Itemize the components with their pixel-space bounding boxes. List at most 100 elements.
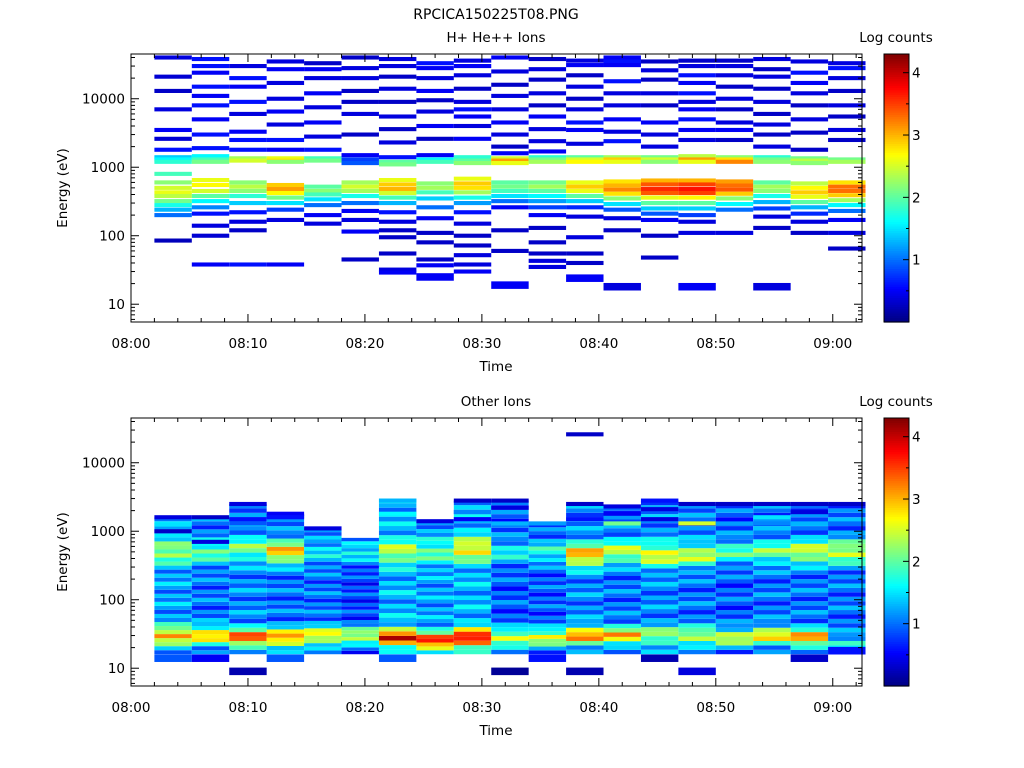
time-column (753, 56, 791, 291)
heatmap-cell (603, 91, 641, 96)
time-column (528, 56, 567, 270)
heatmap-cell (378, 571, 417, 577)
heatmap-cell (753, 503, 791, 509)
heatmap-cell (416, 205, 454, 210)
heatmap-cell (753, 184, 791, 189)
heatmap-cell (304, 572, 342, 577)
heatmap-cell (378, 617, 417, 623)
heatmap-cell (678, 543, 716, 549)
heatmap-cell (603, 228, 641, 233)
heatmap-cell (453, 595, 492, 601)
heatmap-cell (715, 530, 754, 535)
colorbar-swatch (884, 587, 909, 591)
colorbar-swatch (884, 589, 909, 593)
heatmap-cell (453, 545, 492, 551)
x-tick-label: 08:00 (112, 700, 151, 716)
colorbar-swatch (884, 315, 909, 319)
time-column (566, 432, 604, 676)
heatmap-cell (753, 193, 791, 199)
colorbar-swatch (884, 161, 909, 165)
colorbar-swatch (884, 467, 909, 470)
heatmap-cell (491, 93, 529, 98)
heatmap-cell (378, 654, 417, 662)
heatmap-cell (528, 534, 567, 539)
heatmap-cell (828, 640, 866, 646)
colorbar-swatch (884, 181, 909, 185)
y-tick-label: 10000 (82, 92, 125, 108)
time-column (229, 64, 267, 267)
heatmap-cell (229, 627, 267, 633)
heatmap-cell (678, 649, 716, 655)
time-column (828, 501, 866, 655)
colorbar-swatch (884, 672, 909, 676)
heatmap-cell (378, 548, 417, 554)
heatmap-cell (528, 258, 567, 263)
colorbar-swatch (884, 225, 909, 229)
heatmap-cell (154, 525, 192, 530)
heatmap-cell (378, 155, 417, 160)
heatmap-cells (154, 432, 866, 676)
heatmap-cell (790, 587, 829, 593)
heatmap-cell (191, 515, 230, 520)
colorbar-swatch (884, 460, 909, 464)
heatmap-cell (790, 627, 829, 633)
heatmap-cell (678, 534, 716, 540)
heatmap-cell (341, 633, 379, 638)
heatmap-cell (341, 561, 379, 566)
heatmap-cell (715, 605, 754, 611)
heatmap-cell (266, 583, 305, 589)
heatmap-cell (191, 193, 230, 199)
heatmap-cell (491, 595, 529, 601)
heatmap-cell (640, 211, 679, 216)
heatmap-cell (154, 626, 192, 631)
heatmap-cell (229, 512, 267, 518)
heatmap-cell (416, 196, 454, 201)
colorbar-swatch (884, 208, 909, 211)
heatmap-cell (191, 654, 230, 662)
colorbar-swatch (884, 125, 909, 129)
colorbar-swatch (884, 246, 909, 249)
heatmap-cell (566, 570, 604, 575)
heatmap-cell (753, 561, 791, 566)
heatmap-cell (266, 538, 305, 543)
heatmap-cell (341, 161, 379, 166)
heatmap-cell (416, 536, 454, 541)
heatmap-cell (304, 134, 342, 139)
heatmap-cell (416, 599, 454, 604)
heatmap-cell (790, 654, 829, 662)
heatmap-cell (378, 177, 417, 183)
heatmap-cell (640, 541, 679, 546)
heatmap-cell (416, 123, 454, 129)
heatmap-cell (753, 543, 791, 549)
heatmap-cell (640, 182, 679, 187)
colorbar-swatch (884, 232, 909, 236)
heatmap-cell (678, 206, 716, 211)
colorbar-swatch (884, 529, 909, 533)
heatmap-cell (715, 583, 754, 588)
heatmap-cell (378, 140, 417, 145)
heatmap-cell (640, 68, 679, 73)
colorbar-swatch (884, 263, 909, 267)
heatmap-cell (828, 503, 866, 509)
heatmap-cell (603, 558, 641, 563)
heatmap-cell (378, 267, 417, 272)
heatmap-cell (790, 614, 829, 619)
heatmap-cell (266, 641, 305, 646)
heatmap-cell (378, 599, 417, 604)
heatmap-cell (229, 193, 267, 199)
heatmap-cell (678, 557, 716, 562)
heatmap-cell (341, 200, 379, 206)
colorbar-swatch (884, 453, 909, 457)
heatmap-cell (154, 569, 192, 574)
heatmap-cell (453, 600, 492, 605)
heatmap-cell (229, 262, 267, 267)
colorbar-swatch (884, 431, 909, 435)
colorbar-label: Log counts (859, 394, 933, 410)
heatmap-cell (528, 521, 567, 526)
colorbar-swatch (884, 422, 909, 426)
heatmap-cell (715, 539, 754, 544)
colorbar-swatch (884, 563, 909, 566)
heatmap-cell (191, 573, 230, 578)
colorbar-tick-label: 3 (912, 128, 921, 144)
heatmap-cell (304, 569, 342, 573)
